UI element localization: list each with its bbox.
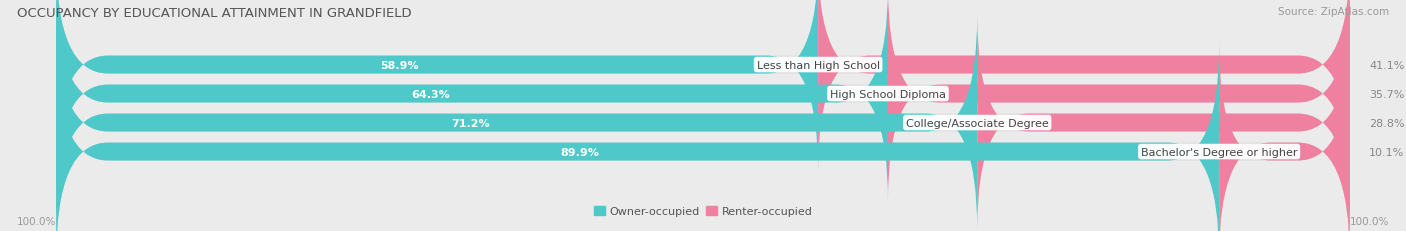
FancyBboxPatch shape bbox=[889, 0, 1350, 201]
FancyBboxPatch shape bbox=[56, 0, 1350, 172]
Legend: Owner-occupied, Renter-occupied: Owner-occupied, Renter-occupied bbox=[589, 202, 817, 221]
Text: 100.0%: 100.0% bbox=[1350, 216, 1389, 226]
Text: 10.1%: 10.1% bbox=[1369, 147, 1405, 157]
Text: Less than High School: Less than High School bbox=[756, 60, 880, 70]
Text: 71.2%: 71.2% bbox=[451, 118, 491, 128]
FancyBboxPatch shape bbox=[56, 0, 1350, 201]
Text: 28.8%: 28.8% bbox=[1369, 118, 1405, 128]
Text: 64.3%: 64.3% bbox=[411, 89, 450, 99]
FancyBboxPatch shape bbox=[56, 45, 1350, 231]
Text: 58.9%: 58.9% bbox=[380, 60, 419, 70]
Text: 89.9%: 89.9% bbox=[560, 147, 599, 157]
Text: High School Diploma: High School Diploma bbox=[830, 89, 946, 99]
FancyBboxPatch shape bbox=[977, 16, 1350, 230]
Text: Bachelor's Degree or higher: Bachelor's Degree or higher bbox=[1140, 147, 1298, 157]
Text: 41.1%: 41.1% bbox=[1369, 60, 1405, 70]
Text: 100.0%: 100.0% bbox=[17, 216, 56, 226]
FancyBboxPatch shape bbox=[56, 0, 889, 201]
Text: OCCUPANCY BY EDUCATIONAL ATTAINMENT IN GRANDFIELD: OCCUPANCY BY EDUCATIONAL ATTAINMENT IN G… bbox=[17, 7, 412, 20]
FancyBboxPatch shape bbox=[56, 16, 977, 230]
FancyBboxPatch shape bbox=[56, 16, 1350, 230]
FancyBboxPatch shape bbox=[56, 0, 818, 172]
Text: Source: ZipAtlas.com: Source: ZipAtlas.com bbox=[1278, 7, 1389, 17]
Text: College/Associate Degree: College/Associate Degree bbox=[905, 118, 1049, 128]
FancyBboxPatch shape bbox=[818, 0, 1350, 172]
FancyBboxPatch shape bbox=[56, 45, 1219, 231]
Text: 35.7%: 35.7% bbox=[1369, 89, 1405, 99]
FancyBboxPatch shape bbox=[1219, 45, 1350, 231]
